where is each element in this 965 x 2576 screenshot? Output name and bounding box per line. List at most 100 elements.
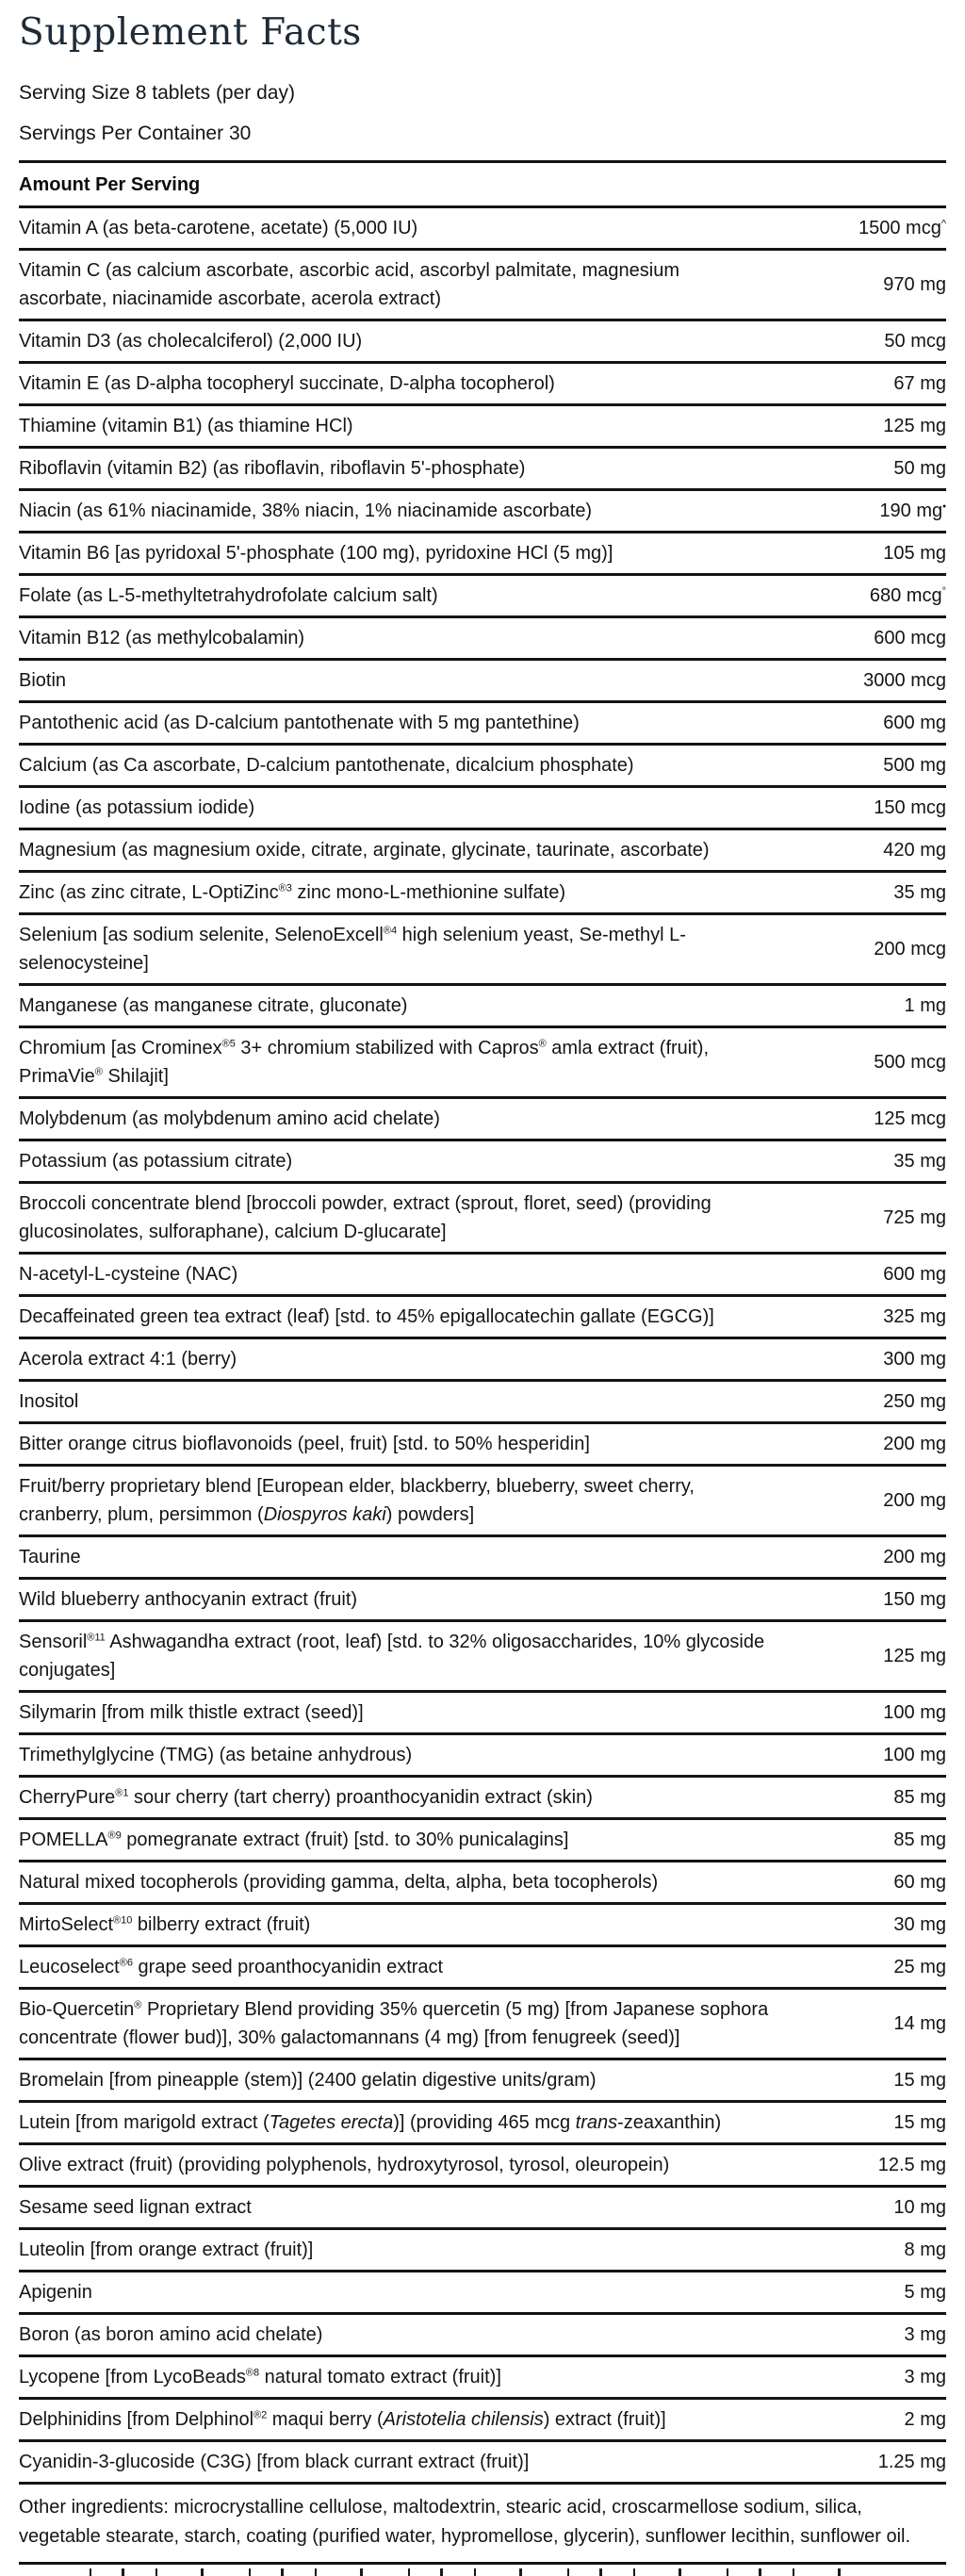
ingredient-row: Bitter orange citrus bioflavonoids (peel…	[19, 1424, 946, 1467]
ingredient-amount: 35 mg	[893, 1150, 946, 1172]
ingredient-row: Selenium [as sodium selenite, SelenoExce…	[19, 915, 946, 986]
ingredient-row: Manganese (as manganese citrate, glucona…	[19, 986, 946, 1028]
ingredient-row: Bromelain [from pineapple (stem)] (2400 …	[19, 2060, 946, 2103]
ingredient-name: Manganese (as manganese citrate, glucona…	[19, 994, 408, 1016]
ingredient-name: CherryPure®1 sour cherry (tart cherry) p…	[19, 1786, 593, 1808]
ingredient-row: Chromium [as Crominex®5 3+ chromium stab…	[19, 1028, 946, 1099]
ingredient-row: Delphinidins [from Delphinol®2 maqui ber…	[19, 2400, 946, 2442]
ingredient-name: Olive extract (fruit) (providing polyphe…	[19, 2154, 670, 2175]
ingredient-row: Inositol 250 mg	[19, 1382, 946, 1424]
ingredient-row: Pantothenic acid (as D-calcium pantothen…	[19, 703, 946, 746]
ingredient-name: Selenium [as sodium selenite, SelenoExce…	[19, 924, 686, 974]
ingredient-amount: 600 mg	[883, 1263, 946, 1285]
ingredient-row: Lutein [from marigold extract (Tagetes e…	[19, 2103, 946, 2145]
ingredient-name: Vitamin A (as beta-carotene, acetate) (5…	[19, 217, 418, 238]
ingredient-row: Sesame seed lignan extract 10 mg	[19, 2188, 946, 2230]
ingredient-name: Vitamin E (as D-alpha tocopheryl succina…	[19, 372, 555, 394]
ingredient-row: Niacin (as 61% niacinamide, 38% niacin, …	[19, 491, 946, 533]
servings-per-container: Servings Per Container 30	[19, 122, 252, 144]
ingredient-row: Vitamin E (as D-alpha tocopheryl succina…	[19, 364, 946, 406]
ingredient-row: Zinc (as zinc citrate, L-OptiZinc®3 zinc…	[19, 873, 946, 915]
ingredient-name: Potassium (as potassium citrate)	[19, 1150, 293, 1172]
ingredient-name: Inositol	[19, 1390, 79, 1412]
ingredient-amount: 8 mg	[904, 2239, 946, 2260]
ingredient-name: Vitamin B6 [as pyridoxal 5'-phosphate (1…	[19, 542, 613, 564]
ingredient-amount: 200 mcg	[874, 938, 946, 960]
ingredient-name: Sensoril®11 Ashwagandha extract (root, l…	[19, 1631, 765, 1681]
ingredient-row: Apigenin 5 mg	[19, 2272, 946, 2315]
ingredient-amount: 680 mcg°	[869, 584, 946, 606]
amount-per-serving-header: Amount Per Serving	[19, 173, 201, 195]
ingredient-amount: 600 mg	[883, 712, 946, 733]
ingredient-amount: 25 mg	[893, 1956, 946, 1977]
ingredient-row: Vitamin D3 (as cholecalciferol) (2,000 I…	[19, 321, 946, 364]
ingredient-amount: 600 mcg	[874, 627, 946, 648]
ingredient-row: Sensoril®11 Ashwagandha extract (root, l…	[19, 1622, 946, 1693]
ingredient-name: Decaffeinated green tea extract (leaf) […	[19, 1305, 714, 1327]
supplement-facts-panel: Supplement Facts Serving Size 8 tablets …	[0, 11, 965, 2576]
ingredient-amount: 725 mg	[883, 1206, 946, 1228]
ingredient-name: Natural mixed tocopherols (providing gam…	[19, 1871, 659, 1893]
ingredient-name: Leucoselect®6 grape seed proanthocyanidi…	[19, 1956, 444, 1977]
ingredient-name: Thiamine (vitamin B1) (as thiamine HCl)	[19, 415, 353, 436]
ingredient-name: Bitter orange citrus bioflavonoids (peel…	[19, 1433, 590, 1454]
ingredient-amount: 15 mg	[893, 2111, 946, 2133]
ingredient-name: Fruit/berry proprietary blend [European …	[19, 1475, 695, 1525]
ingredient-amount: 3 mg	[904, 2323, 946, 2345]
ingredient-row: Vitamin B6 [as pyridoxal 5'-phosphate (1…	[19, 533, 946, 576]
ingredient-row: Leucoselect®6 grape seed proanthocyanidi…	[19, 1947, 946, 1990]
ingredient-row: Lycopene [from LycoBeads®8 natural tomat…	[19, 2357, 946, 2400]
ingredient-amount: 150 mcg	[874, 796, 946, 818]
ingredient-amount: 15 mg	[893, 2069, 946, 2091]
ingredient-amount: 85 mg	[893, 1786, 946, 1808]
ingredient-amount: 200 mg	[883, 1433, 946, 1454]
ingredient-row: Fruit/berry proprietary blend [European …	[19, 1467, 946, 1537]
ingredient-name: Iodine (as potassium iodide)	[19, 796, 255, 818]
ingredient-row: Vitamin C (as calcium ascorbate, ascorbi…	[19, 251, 946, 321]
ingredient-row: Silymarin [from milk thistle extract (se…	[19, 1693, 946, 1735]
ingredient-amount: 125 mg	[883, 415, 946, 436]
ingredient-row: Trimethylglycine (TMG) (as betaine anhyd…	[19, 1735, 946, 1778]
ingredient-amount: 105 mg	[883, 542, 946, 564]
ingredient-row: Luteolin [from orange extract (fruit)] 8 …	[19, 2230, 946, 2272]
ingredient-row: Magnesium (as magnesium oxide, citrate, …	[19, 830, 946, 873]
ingredient-amount: 3 mg	[904, 2366, 946, 2387]
ingredient-row: Folate (as L-5-methyltetrahydrofolate ca…	[19, 576, 946, 618]
ingredient-name: Bio-Quercetin® Proprietary Blend providi…	[19, 1998, 769, 2048]
ingredient-row: Olive extract (fruit) (providing polyphe…	[19, 2145, 946, 2188]
ingredient-name: Riboflavin (vitamin B2) (as riboflavin, …	[19, 457, 526, 479]
ingredient-amount: 12.5 mg	[877, 2154, 946, 2175]
ingredient-name: N-acetyl-L-cysteine (NAC)	[19, 1263, 238, 1285]
ingredient-amount: 3000 mcg	[863, 669, 946, 691]
ingredient-amount: 50 mg	[893, 457, 946, 479]
serving-size: Serving Size 8 tablets (per day)	[19, 81, 295, 104]
ingredient-name: Sesame seed lignan extract	[19, 2196, 252, 2218]
ingredient-name: Folate (as L-5-methyltetrahydrofolate ca…	[19, 584, 438, 606]
ingredient-amount: 200 mg	[883, 1489, 946, 1511]
ingredient-row: Biotin 3000 mcg	[19, 661, 946, 703]
ingredient-name: Calcium (as Ca ascorbate, D-calcium pant…	[19, 754, 634, 776]
ingredient-name: Delphinidins [from Delphinol®2 maqui ber…	[19, 2408, 666, 2430]
ingredient-row: Taurine 200 mg	[19, 1537, 946, 1580]
ingredient-row: Potassium (as potassium citrate) 35 mg	[19, 1141, 946, 1184]
ingredient-name: Wild blueberry anthocyanin extract (frui…	[19, 1588, 358, 1610]
ingredient-name: POMELLA®9 pomegranate extract (fruit) [s…	[19, 1829, 569, 1850]
ingredient-amount: 35 mg	[893, 881, 946, 903]
ingredient-name: Taurine	[19, 1546, 81, 1567]
other-ingredients-text: Other ingredients: microcrystalline cell…	[19, 2485, 946, 2565]
ingredient-name: Apigenin	[19, 2281, 92, 2303]
ingredient-row: Acerola extract 4:1 (berry) 300 mg	[19, 1339, 946, 1382]
ingredient-row: Iodine (as potassium iodide) 150 mcg	[19, 788, 946, 830]
ingredient-name: Biotin	[19, 669, 67, 691]
ingredient-name: Zinc (as zinc citrate, L-OptiZinc®3 zinc…	[19, 881, 565, 903]
ingredient-name: Trimethylglycine (TMG) (as betaine anhyd…	[19, 1744, 413, 1765]
ingredient-amount: 50 mcg	[884, 330, 946, 352]
ingredient-name: Acerola extract 4:1 (berry)	[19, 1348, 237, 1370]
ingredient-name: Vitamin C (as calcium ascorbate, ascorbi…	[19, 259, 680, 309]
ingredient-name: Silymarin [from milk thistle extract (se…	[19, 1701, 364, 1723]
ingredient-row: Broccoli concentrate blend [broccoli pow…	[19, 1184, 946, 1255]
ingredient-amount: 85 mg	[893, 1829, 946, 1850]
ingredient-amount: 1500 mcg^	[858, 217, 946, 238]
ingredient-amount: 67 mg	[893, 372, 946, 394]
ingredient-amount: 2 mg	[904, 2408, 946, 2430]
